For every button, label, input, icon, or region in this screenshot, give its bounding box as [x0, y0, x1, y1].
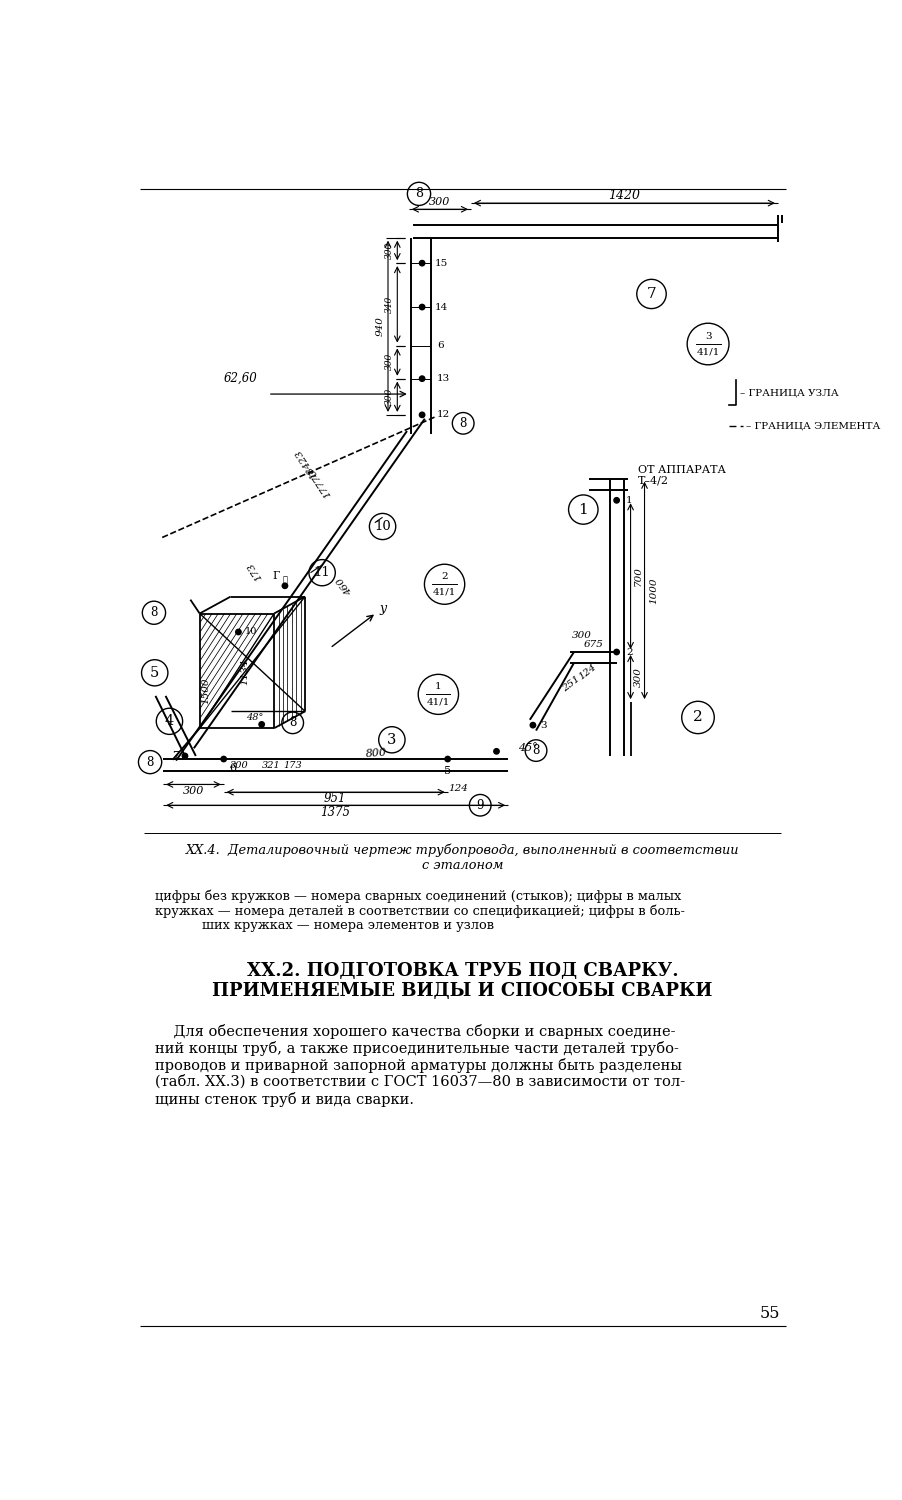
Text: 173: 173	[283, 760, 301, 770]
Text: 124: 124	[447, 784, 467, 794]
Circle shape	[445, 756, 450, 762]
Text: 1: 1	[625, 496, 631, 506]
Circle shape	[259, 722, 264, 728]
Text: – ГРАНИЦА УЗЛА: – ГРАНИЦА УЗЛА	[739, 388, 838, 398]
Circle shape	[419, 261, 424, 266]
Text: 1000: 1000	[649, 578, 658, 603]
Text: 62,60: 62,60	[224, 372, 257, 386]
Text: 800: 800	[365, 748, 387, 759]
Text: 10: 10	[244, 627, 257, 636]
Text: 8: 8	[532, 744, 539, 758]
Circle shape	[613, 650, 619, 654]
Text: 460: 460	[336, 574, 354, 597]
Text: Г: Г	[272, 572, 280, 580]
Text: 8: 8	[415, 188, 422, 201]
Text: 6: 6	[437, 340, 443, 350]
Text: 48°: 48°	[245, 712, 263, 722]
Text: 17770: 17770	[308, 466, 333, 500]
Text: 3: 3	[704, 332, 711, 340]
Text: 300: 300	[571, 630, 591, 639]
Text: 300: 300	[182, 786, 204, 795]
Text: Т–4/2: Т–4/2	[638, 476, 668, 486]
Text: 3: 3	[540, 720, 547, 729]
Circle shape	[419, 304, 424, 309]
Text: 2: 2	[693, 711, 702, 724]
Text: 340: 340	[384, 296, 393, 312]
Text: 2: 2	[441, 572, 447, 580]
Text: 951: 951	[324, 792, 346, 806]
Text: 6: 6	[229, 764, 236, 774]
Text: 55: 55	[759, 1305, 779, 1322]
Text: с эталоном: с эталоном	[421, 859, 502, 871]
Text: (табл. XX.3) в соответствии с ГОСТ 16037—80 в зависимости от тол-: (табл. XX.3) в соответствии с ГОСТ 16037…	[155, 1074, 685, 1089]
Text: 3: 3	[387, 734, 396, 747]
Circle shape	[182, 753, 188, 759]
Circle shape	[221, 756, 226, 762]
Text: 8: 8	[150, 606, 158, 619]
Text: 1375: 1375	[320, 806, 350, 819]
Text: ний концы труб, а также присоединительные части деталей трубо-: ний концы труб, а также присоединительны…	[155, 1041, 678, 1056]
Text: 41/1: 41/1	[432, 588, 456, 597]
Text: 124: 124	[576, 663, 597, 681]
Text: 1: 1	[578, 503, 587, 516]
Text: проводов и приварной запорной арматуры должны быть разделены: проводов и приварной запорной арматуры д…	[155, 1058, 682, 1072]
Text: 5: 5	[150, 666, 159, 680]
Text: 675: 675	[583, 640, 603, 650]
Text: 251: 251	[560, 675, 582, 694]
Text: ших кружках — номера элементов и узлов: ших кружках — номера элементов и узлов	[202, 920, 493, 932]
Text: 41/1: 41/1	[695, 348, 719, 357]
Text: 1500: 1500	[201, 678, 210, 703]
Circle shape	[493, 748, 499, 754]
Text: 173: 173	[245, 561, 263, 582]
Text: кружках — номера деталей в соответствии со спецификацией; цифры в боль-: кружках — номера деталей в соответствии …	[155, 904, 685, 918]
Circle shape	[529, 723, 535, 728]
Text: XX.4.  Деталировочный чертеж трубопровода, выполненный в соответствии: XX.4. Деталировочный чертеж трубопровода…	[186, 843, 739, 856]
Text: 300: 300	[384, 352, 393, 370]
Text: 1420: 1420	[608, 189, 640, 202]
Text: 8: 8	[459, 417, 466, 430]
Circle shape	[419, 413, 424, 417]
Text: 2: 2	[625, 648, 631, 657]
Text: 8: 8	[146, 756, 153, 768]
Text: 13: 13	[437, 374, 449, 382]
Text: 7: 7	[171, 752, 179, 760]
Text: 300: 300	[384, 242, 393, 258]
Text: 1134: 1134	[240, 658, 249, 684]
Text: 15: 15	[435, 258, 448, 267]
Text: XX.2. ПОДГОТОВКА ТРУБ ПОД СВАРКУ.: XX.2. ПОДГОТОВКА ТРУБ ПОД СВАРКУ.	[246, 963, 677, 981]
Text: щины стенок труб и вида сварки.: щины стенок труб и вида сварки.	[155, 1092, 414, 1107]
Text: 300: 300	[384, 387, 393, 405]
Text: цифры без кружков — номера сварных соединений (стыков); цифры в малых: цифры без кружков — номера сварных соеди…	[155, 890, 681, 903]
Circle shape	[282, 584, 288, 588]
Text: y: y	[379, 603, 386, 615]
Text: ПРИМЕНЯЕМЫЕ ВИДЫ И СПОСОБЫ СВАРКИ: ПРИМЕНЯЕМЫЕ ВИДЫ И СПОСОБЫ СВАРКИ	[212, 982, 712, 1000]
Circle shape	[419, 376, 424, 381]
Text: 321: 321	[262, 760, 281, 770]
Text: 4: 4	[165, 714, 174, 729]
Text: 8: 8	[289, 717, 296, 729]
Text: 700: 700	[633, 566, 642, 585]
Text: – ГРАНИЦА ЭЛЕМЕНТА: – ГРАНИЦА ЭЛЕМЕНТА	[745, 422, 879, 430]
Text: 45°: 45°	[518, 744, 538, 753]
Text: 300: 300	[428, 196, 450, 207]
Circle shape	[235, 630, 241, 634]
Circle shape	[613, 498, 619, 502]
Text: 9: 9	[476, 798, 483, 812]
Text: ✕: ✕	[282, 576, 287, 585]
Text: Для обеспечения хорошего качества сборки и сварных соедине-: Для обеспечения хорошего качества сборки…	[155, 1024, 676, 1039]
Text: 300: 300	[230, 760, 248, 770]
Text: 300: 300	[633, 666, 642, 687]
Text: 7: 7	[646, 286, 656, 302]
Text: 14: 14	[435, 303, 448, 312]
Text: 18423: 18423	[293, 447, 319, 480]
Text: ОТ АППАРАТА: ОТ АППАРАТА	[638, 465, 725, 474]
Text: 12: 12	[437, 411, 449, 420]
Text: 41/1: 41/1	[427, 698, 449, 706]
Text: 10: 10	[373, 520, 391, 532]
Text: 1: 1	[435, 682, 441, 692]
Text: 940: 940	[375, 316, 384, 336]
Text: 11: 11	[313, 566, 330, 579]
Text: 5: 5	[444, 765, 451, 776]
